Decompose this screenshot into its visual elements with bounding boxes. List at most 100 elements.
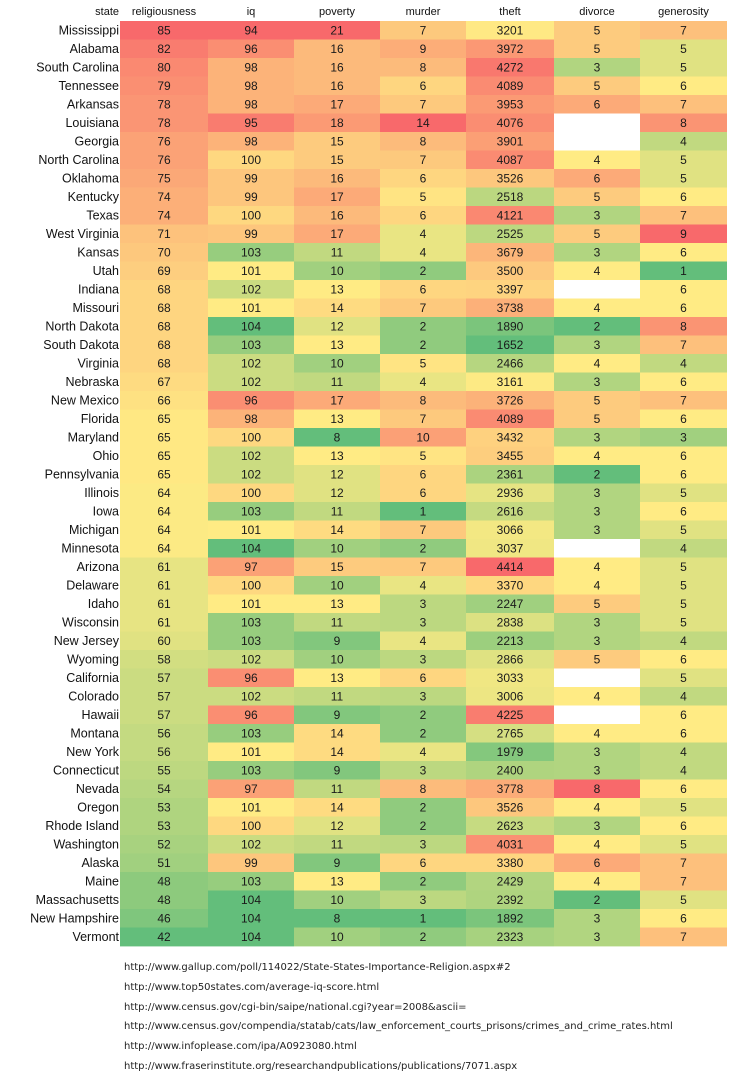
cell-value: 57 [157, 708, 171, 722]
source-link[interactable]: http://www.infoplease.com/ipa/A0923080.h… [124, 1041, 357, 1053]
heat-cell-religiousness [120, 816, 208, 836]
state-label: Tennessee [59, 79, 120, 93]
heat-cell-poverty [294, 705, 380, 725]
heat-cell-murder [380, 687, 466, 706]
heat-cell-religiousness [120, 631, 208, 651]
heat-cell-iq [208, 909, 294, 928]
heat-cell-divorce [554, 280, 640, 299]
heat-cell-murder [380, 409, 466, 429]
heat-cell-theft [466, 354, 554, 373]
cell-value: 2 [420, 801, 427, 815]
cell-value: 100 [241, 431, 261, 445]
heat-cell-poverty [294, 298, 380, 318]
cell-value: 57 [157, 690, 171, 704]
cell-value: 17 [330, 98, 344, 112]
cell-value: 11 [331, 246, 344, 260]
cell-value: 10 [330, 930, 344, 944]
heat-cell-generosity [640, 428, 727, 447]
cell-value: 9 [334, 708, 341, 722]
cell-value: 55 [157, 764, 171, 778]
heat-cell-theft [466, 95, 554, 114]
cell-value: 3526 [497, 801, 524, 815]
heat-cell-divorce [554, 668, 640, 688]
heat-cell-divorce [554, 132, 640, 151]
heat-cell-divorce [554, 705, 640, 725]
heat-cell-generosity [640, 261, 727, 281]
heat-cell-poverty [294, 243, 380, 262]
heat-cell-generosity [640, 668, 727, 688]
heat-cell-generosity [640, 317, 727, 336]
heat-cell-theft [466, 224, 554, 244]
heat-cell-religiousness [120, 224, 208, 244]
heat-cell-divorce [554, 835, 640, 854]
cell-value: 16 [330, 209, 344, 223]
cell-value: 6 [680, 912, 687, 926]
cell-value: 3380 [497, 856, 524, 870]
cell-value: 13 [330, 283, 344, 297]
heat-cell-religiousness [120, 557, 208, 577]
cell-value: 7 [680, 930, 687, 944]
cell-value: 5 [680, 616, 687, 630]
heat-cell-iq [208, 261, 294, 281]
heat-cell-theft [466, 409, 554, 429]
heat-cell-divorce [554, 539, 640, 558]
cell-value: 17 [330, 227, 344, 241]
state-label: Arizona [77, 560, 119, 574]
cell-value: 3500 [497, 264, 524, 278]
cell-value: 5 [680, 61, 687, 75]
heat-cell-generosity [640, 761, 727, 780]
cell-value: 10 [330, 542, 344, 556]
heat-cell-poverty [294, 557, 380, 577]
source-link[interactable]: http://www.fraserinstitute.org/researcha… [124, 1060, 518, 1072]
cell-value: 7 [420, 24, 427, 38]
cell-value: 17 [330, 190, 344, 204]
heat-cell-iq [208, 502, 294, 521]
heat-cell-generosity [640, 687, 727, 706]
heat-cell-religiousness [120, 761, 208, 780]
cell-value: 11 [331, 782, 344, 796]
cell-value: 61 [157, 579, 171, 593]
cell-value: 3 [420, 616, 427, 630]
heat-cell-poverty [294, 224, 380, 244]
cell-value: 7 [420, 412, 427, 426]
state-label: Missouri [72, 301, 119, 315]
heat-cell-murder [380, 520, 466, 540]
cell-value: 3 [420, 653, 427, 667]
heat-cell-poverty [294, 576, 380, 595]
cell-value: 4 [594, 560, 601, 574]
cell-value: 3033 [497, 671, 524, 685]
cell-value: 68 [157, 320, 171, 334]
cell-value: 4 [420, 246, 427, 260]
cell-value: 5 [594, 24, 601, 38]
heat-cell-generosity [640, 169, 727, 188]
cell-value: 2323 [497, 930, 524, 944]
cell-value: 11 [331, 838, 344, 852]
cell-value: 3 [594, 764, 601, 778]
source-link[interactable]: http://www.census.gov/cgi-bin/saipe/nati… [124, 1001, 467, 1013]
source-link[interactable]: http://www.top50states.com/average-iq-sc… [124, 981, 380, 993]
cell-value: 65 [157, 412, 171, 426]
heat-cell-religiousness [120, 779, 208, 799]
cell-value: 12 [330, 486, 344, 500]
state-label: Oklahoma [62, 172, 119, 186]
heat-cell-religiousness [120, 335, 208, 355]
heat-cell-generosity [640, 835, 727, 854]
heat-cell-murder [380, 909, 466, 928]
heat-cell-iq [208, 391, 294, 410]
cell-value: 103 [241, 505, 261, 519]
cell-value: 14 [330, 745, 344, 759]
source-link[interactable]: http://www.gallup.com/poll/114022/State-… [124, 962, 511, 973]
source-link[interactable]: http://www.census.gov/compendia/statab/c… [124, 1021, 673, 1033]
heat-cell-iq [208, 779, 294, 799]
cell-value: 15 [330, 560, 344, 574]
cell-value: 13 [330, 412, 344, 426]
heat-cell-iq [208, 243, 294, 262]
heat-cell-poverty [294, 631, 380, 651]
cell-value: 8 [334, 912, 341, 926]
cell-value: 3 [594, 523, 601, 537]
cell-value: 4 [594, 449, 601, 463]
cell-value: 95 [244, 116, 258, 130]
heat-cell-murder [380, 206, 466, 225]
cell-value: 103 [241, 338, 261, 352]
state-label: Idaho [88, 597, 119, 611]
